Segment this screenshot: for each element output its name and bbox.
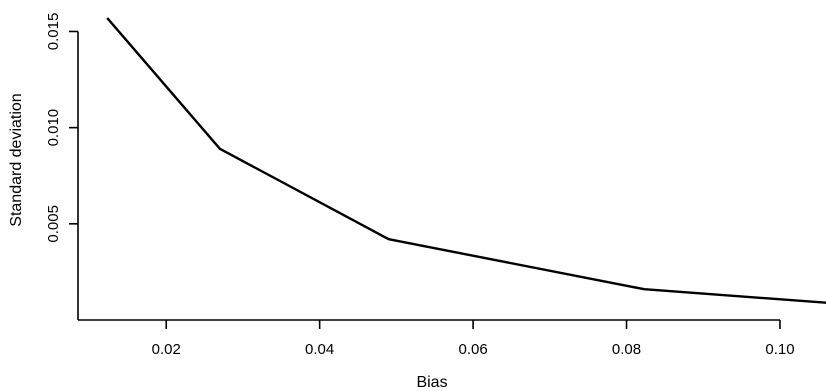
x-axis-title: Bias [416, 374, 447, 391]
y-tick-label: 0.010 [45, 109, 62, 147]
x-tick-label: 0.02 [152, 341, 181, 358]
y-axis: 0.005 0.010 0.015 [45, 13, 79, 320]
series-group [106, 17, 826, 304]
y-tick-label: 0.005 [45, 205, 62, 243]
y-axis-title: Standard deviation [8, 93, 25, 226]
x-tick-label: 0.10 [765, 341, 794, 358]
x-tick-label: 0.06 [458, 341, 487, 358]
x-tick-label: 0.04 [305, 341, 334, 358]
series-line [106, 17, 826, 304]
x-axis: 0.02 0.04 0.06 0.08 0.10 [78, 319, 795, 358]
x-tick-label: 0.08 [612, 341, 641, 358]
y-tick-label: 0.015 [45, 13, 62, 51]
